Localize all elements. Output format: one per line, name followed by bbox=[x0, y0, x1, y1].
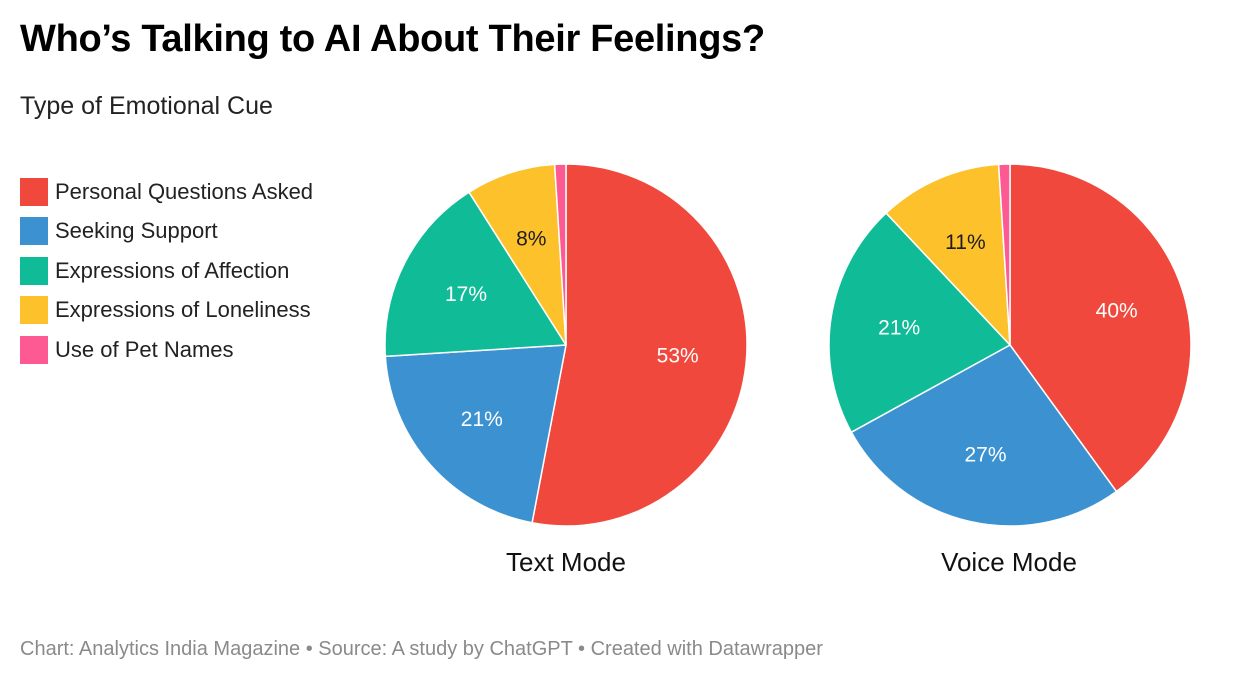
pie-caption-text-mode: Text Mode bbox=[506, 547, 626, 577]
pie-slice-label: 21% bbox=[878, 316, 920, 339]
legend-item-personal-questions: Personal Questions Asked bbox=[20, 172, 313, 212]
pie-slice-label: 27% bbox=[964, 444, 1006, 467]
legend-item-loneliness: Expressions of Loneliness bbox=[20, 291, 313, 331]
pie-voice-mode: 40% 27% 21% 11% bbox=[828, 163, 1192, 527]
chart-footer: Chart: Analytics India Magazine • Source… bbox=[20, 638, 823, 660]
legend-swatch bbox=[20, 217, 48, 246]
pie-slice-loneliness bbox=[885, 163, 1011, 346]
pie-slice-personal-questions bbox=[1009, 163, 1192, 493]
legend-item-pet-names: Use of Pet Names bbox=[20, 330, 313, 370]
legend-label: Expressions of Loneliness bbox=[55, 297, 311, 323]
pie-slice-label: 40% bbox=[1096, 299, 1138, 322]
chart-title: Who’s Talking to AI About Their Feelings… bbox=[20, 18, 765, 60]
legend-label: Use of Pet Names bbox=[55, 336, 234, 362]
pie-slice-affection bbox=[384, 191, 567, 358]
legend-swatch bbox=[20, 296, 48, 325]
pie-slice-label: 11% bbox=[945, 231, 985, 254]
pie-slice-personal-questions bbox=[531, 163, 748, 527]
chart-subtitle: Type of Emotional Cue bbox=[20, 92, 273, 120]
pie-slice-label: 17% bbox=[445, 283, 487, 306]
pie-slice-pet-names bbox=[997, 163, 1011, 346]
legend-label: Seeking Support bbox=[55, 218, 218, 244]
pie-slice-loneliness bbox=[468, 163, 567, 346]
pie-slice-pet-names bbox=[553, 163, 567, 346]
pie-slice-affection bbox=[828, 212, 1011, 433]
pie-slice-label: 21% bbox=[461, 408, 503, 431]
legend-swatch bbox=[20, 177, 48, 206]
legend-label: Personal Questions Asked bbox=[55, 178, 314, 204]
legend: Personal Questions Asked Seeking Support… bbox=[20, 172, 313, 370]
legend-swatch bbox=[20, 256, 48, 285]
pie-slice-label: 53% bbox=[657, 345, 699, 368]
pie-slice-seeking-support bbox=[850, 344, 1118, 527]
pie-slice-label: 8% bbox=[516, 227, 546, 250]
legend-item-affection: Expressions of Affection bbox=[20, 251, 313, 291]
legend-swatch bbox=[20, 335, 48, 364]
pie-text-mode: 53% 21% 17% 8% bbox=[384, 163, 748, 527]
pie-caption-voice-mode: Voice Mode bbox=[941, 547, 1077, 577]
pie-slice-seeking-support bbox=[384, 344, 567, 524]
legend-label: Expressions of Affection bbox=[55, 257, 290, 283]
legend-item-seeking-support: Seeking Support bbox=[20, 212, 313, 252]
